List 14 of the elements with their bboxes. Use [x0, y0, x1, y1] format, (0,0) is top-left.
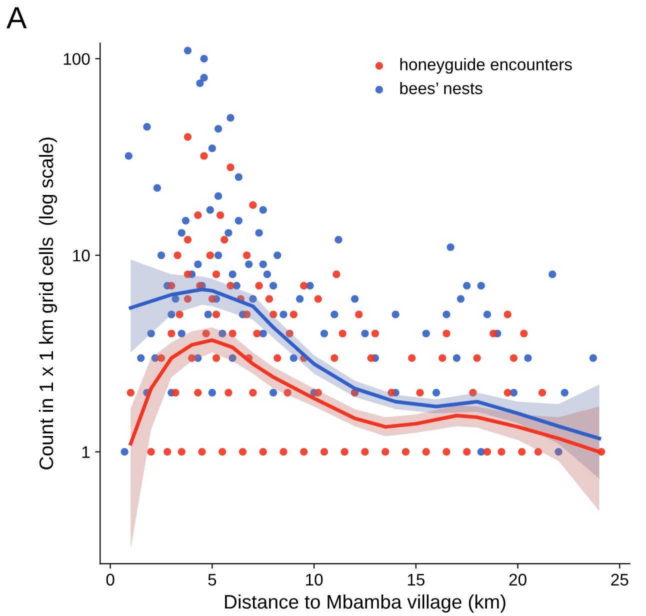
x-tick-label: 10 — [306, 574, 323, 586]
y-tick-label: 10 — [73, 250, 90, 262]
x-tick-label: 15 — [408, 574, 424, 586]
x-tick-label: 25 — [611, 574, 628, 586]
text: A — [6, 7, 27, 28]
y-tick-label: 1 — [82, 446, 90, 458]
legend-label: honeyguide encounters — [400, 58, 572, 74]
y-axis-title: Count in 1 x 1 km grid cells (log scale) — [38, 138, 58, 470]
x-axis-title: Distance to Mbamba village (km) — [225, 594, 506, 613]
x-tick-label: 20 — [509, 574, 526, 586]
x-tick-label: 0 — [106, 574, 114, 586]
legend-label: bees’ nests — [400, 82, 482, 94]
x-tick-label: 5 — [208, 574, 216, 586]
y-tick-label: 100 — [64, 53, 90, 65]
